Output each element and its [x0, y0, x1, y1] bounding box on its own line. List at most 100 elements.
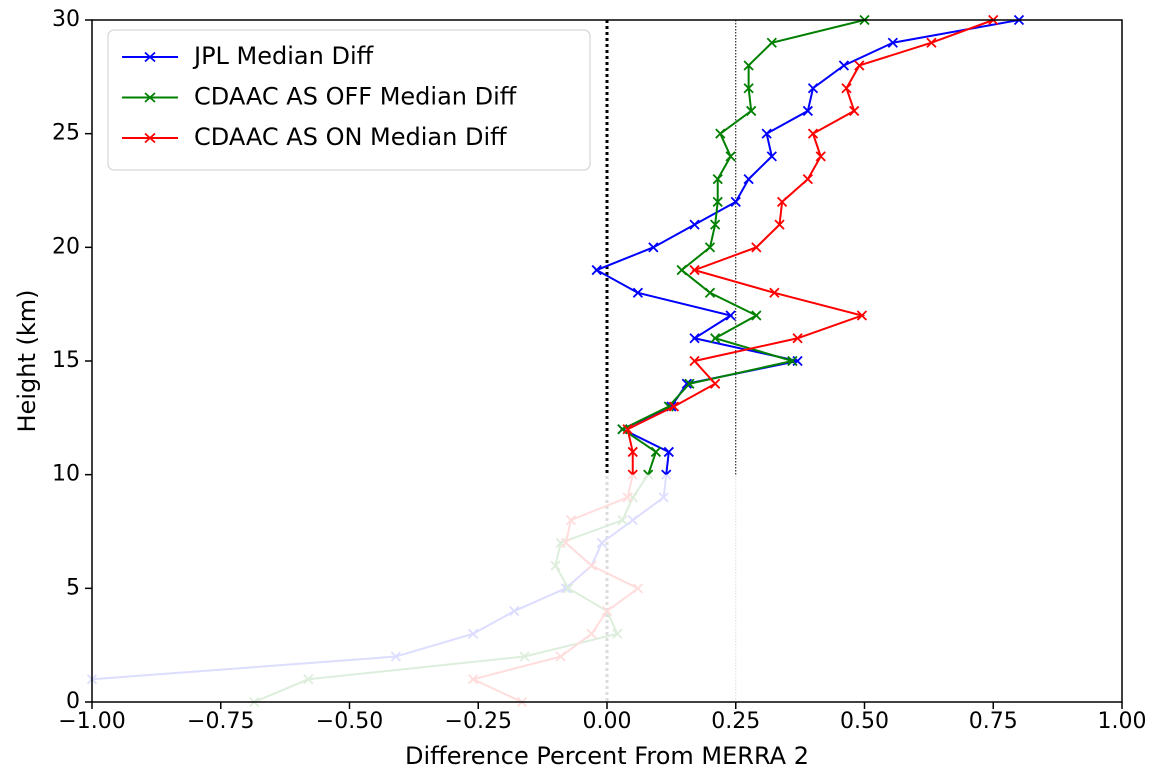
marker: [807, 83, 819, 94]
legend: JPL Median Diff CDAAC AS OFF Median Diff C…: [107, 29, 591, 171]
marker: [838, 60, 850, 71]
x-tick-label: 0.50: [840, 709, 889, 734]
marker: [689, 264, 700, 276]
marker: [627, 514, 638, 526]
marker: [751, 310, 762, 321]
x-tick-label: −0.50: [316, 709, 383, 734]
x-tick-label: −0.25: [445, 709, 512, 734]
marker: [627, 446, 638, 458]
marker: [926, 37, 937, 48]
marker: [550, 560, 561, 571]
marker: [854, 60, 865, 71]
marker: [776, 196, 788, 208]
marker: [704, 287, 716, 298]
marker: [751, 242, 762, 253]
x-tick-label: 0.00: [583, 709, 632, 734]
y-tick-label: 30: [52, 7, 80, 32]
marker: [841, 83, 852, 94]
marker: [555, 651, 566, 662]
legend-marker: [144, 51, 156, 63]
marker: [622, 424, 633, 435]
marker: [560, 583, 571, 594]
marker: [807, 128, 819, 139]
legend-marker: [144, 92, 156, 103]
marker: [802, 105, 813, 117]
x-tick-label: 1.00: [1098, 709, 1147, 734]
y-tick-label: 0: [66, 689, 80, 714]
x-tick-label: −1.00: [58, 709, 125, 734]
marker: [390, 651, 401, 662]
marker: [815, 151, 826, 162]
marker: [632, 583, 644, 594]
marker: [676, 264, 687, 276]
marker: [774, 219, 785, 230]
marker: [725, 151, 736, 162]
marker: [622, 492, 633, 503]
marker: [601, 605, 613, 617]
x-tick-label: 0.75: [969, 709, 1018, 734]
marker: [743, 83, 754, 94]
marker: [612, 628, 623, 639]
marker: [467, 628, 479, 639]
marker: [684, 378, 695, 389]
marker: [725, 310, 736, 321]
marker: [856, 310, 868, 321]
marker: [650, 446, 662, 458]
marker: [761, 128, 772, 139]
y-tick-label: 25: [52, 121, 80, 146]
marker: [704, 242, 716, 253]
y-tick-label: 10: [52, 462, 80, 487]
legend-label: CDAAC AS OFF Median Diff: [194, 83, 517, 111]
marker: [766, 37, 777, 48]
marker: [715, 128, 726, 139]
marker: [743, 60, 754, 71]
legend-label: CDAAC AS ON Median Diff: [194, 123, 507, 151]
marker: [766, 151, 777, 162]
marker: [802, 173, 813, 185]
marker: [710, 219, 721, 230]
y-tick-label: 5: [66, 575, 80, 600]
marker: [586, 628, 597, 639]
marker: [591, 264, 602, 276]
marker: [586, 560, 597, 571]
marker: [563, 583, 574, 594]
marker: [681, 378, 692, 389]
axes: −1.00 −0.75 −0.50 −0.25 0.00 0.25 0.50 0.75 1.00…: [52, 7, 1146, 734]
marker: [303, 674, 314, 685]
marker: [632, 287, 644, 298]
legend-box: [107, 29, 591, 171]
marker: [787, 355, 798, 367]
y-tick-label: 20: [52, 234, 80, 259]
legend-marker: [144, 132, 156, 144]
marker: [648, 242, 659, 253]
marker: [617, 514, 628, 526]
x-tick-label: 0.25: [711, 709, 760, 734]
marker: [689, 355, 700, 367]
marker: [627, 469, 638, 480]
x-tick-label: −0.75: [187, 709, 254, 734]
marker: [509, 605, 520, 617]
marker: [769, 287, 780, 298]
y-axis-label: Height (km): [13, 290, 41, 433]
marker: [712, 196, 723, 208]
marker: [849, 105, 860, 117]
legend-label: JPL Median Diff: [192, 42, 374, 70]
marker: [519, 651, 530, 662]
marker: [689, 333, 700, 344]
marker: [560, 537, 571, 549]
marker: [710, 333, 721, 344]
marker: [467, 674, 479, 685]
marker: [689, 219, 700, 230]
marker: [643, 469, 654, 480]
marker: [792, 333, 803, 344]
marker: [746, 105, 757, 117]
marker: [596, 537, 607, 549]
marker: [730, 196, 741, 208]
marker: [661, 469, 672, 480]
marker: [668, 401, 680, 412]
marker: [658, 492, 669, 503]
y-tick-label: 15: [52, 348, 80, 373]
marker: [743, 173, 754, 185]
